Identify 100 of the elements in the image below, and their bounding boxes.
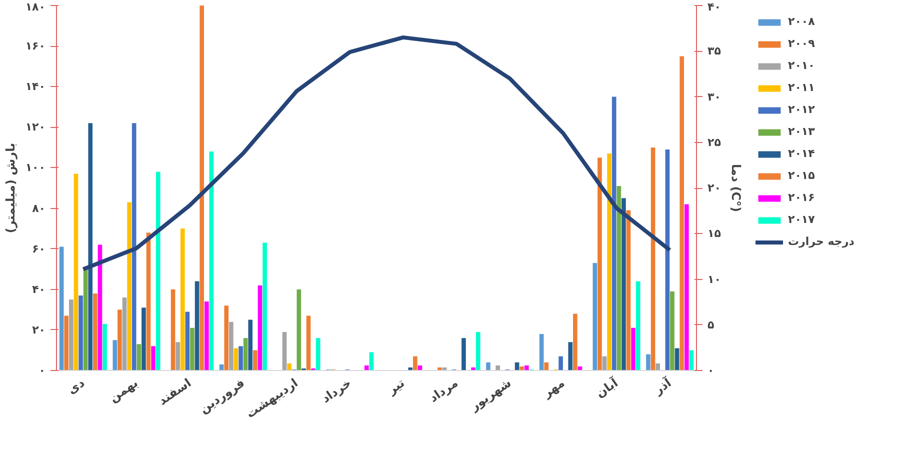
y2-tick-label: ۵	[708, 318, 714, 332]
y-tick-label: ۱۰۰	[25, 161, 46, 174]
bar	[544, 362, 549, 370]
bar	[204, 302, 209, 370]
bar	[190, 328, 194, 370]
bar	[496, 365, 500, 370]
bar	[486, 362, 490, 370]
bar	[151, 346, 156, 370]
bar	[69, 300, 74, 370]
y-tick-label: ۱۴۰	[25, 80, 46, 94]
bar	[127, 202, 132, 370]
bar	[142, 308, 146, 370]
bar	[194, 281, 200, 370]
bar	[364, 365, 369, 370]
x-tick-label: بهمن	[106, 376, 140, 405]
bar	[176, 342, 180, 370]
y2-tick-label: ۰	[708, 364, 714, 377]
bar	[180, 228, 185, 370]
bar	[670, 291, 674, 370]
legend-label: ۲۰۱۶	[788, 191, 815, 204]
bar	[316, 338, 320, 370]
bar	[112, 340, 118, 370]
x-tick-label: دی	[65, 376, 88, 397]
y-tick-label: ۶۰	[32, 242, 46, 256]
bar	[476, 332, 480, 370]
bar	[258, 285, 262, 370]
legend-label: ۲۰۱۲	[788, 103, 815, 116]
x-tick-label: خرداد	[319, 376, 354, 406]
legend-label: درجه حرارت	[788, 235, 854, 248]
bar	[296, 289, 302, 370]
y2-axis-title: دما (C°)	[728, 164, 743, 212]
bar	[83, 269, 88, 370]
bar	[234, 348, 238, 370]
bar	[78, 295, 83, 370]
bar	[646, 354, 650, 370]
bar	[102, 324, 107, 370]
bar	[64, 316, 69, 370]
bar	[88, 123, 93, 370]
legend-label: ۲۰۱۰	[788, 59, 815, 72]
y-tick-label: ۱۲۰	[25, 120, 46, 134]
legend-label: ۲۰۱۱	[788, 81, 815, 94]
bar	[413, 356, 418, 370]
bar	[243, 338, 248, 370]
bar	[185, 312, 190, 370]
y-axis-title: بارش (میلیمتر)	[3, 142, 18, 234]
x-tick-label: شهریور	[466, 376, 514, 414]
y-tick-label: ۱۸۰	[25, 0, 46, 14]
bar	[520, 366, 524, 370]
bar	[170, 289, 176, 370]
legend-label: ۲۰۰۸	[788, 15, 815, 28]
bar	[680, 56, 684, 370]
bar	[539, 334, 544, 370]
bar	[306, 316, 311, 370]
y2-tick-label: ۴۰	[708, 0, 721, 14]
bar	[122, 298, 127, 370]
x-tick-label: اسفند	[156, 376, 194, 408]
bar	[238, 346, 243, 370]
bar	[262, 242, 267, 370]
bar	[650, 147, 656, 370]
bar	[74, 174, 78, 370]
legend-label: ۲۰۱۷	[788, 213, 815, 226]
legend-label: ۲۰۱۴	[788, 147, 815, 160]
y-tick-label: ۸۰	[32, 202, 46, 215]
bar	[616, 186, 622, 370]
bar	[524, 365, 529, 370]
x-tick-label: آبان	[592, 374, 622, 400]
bar	[93, 293, 98, 370]
bar	[684, 204, 689, 370]
y2-tick-label: ۱۰	[708, 272, 721, 286]
bar	[118, 310, 122, 370]
bar	[568, 342, 573, 370]
bar	[282, 332, 287, 370]
bar	[656, 363, 660, 370]
bar	[636, 281, 640, 370]
bar	[689, 350, 694, 370]
bar	[229, 322, 234, 370]
bar	[200, 6, 204, 370]
bar	[607, 154, 612, 370]
y2-tick-label: ۳۵	[708, 44, 722, 58]
bar	[674, 348, 680, 370]
x-tick-label: مرداد	[426, 376, 460, 405]
y2-tick-label: ۲۰	[708, 182, 721, 194]
bar	[462, 338, 466, 370]
bar	[136, 344, 142, 370]
legend-label: ۲۰۱۵	[788, 169, 815, 182]
bar	[156, 172, 160, 370]
bar	[558, 356, 563, 370]
bar	[612, 96, 616, 370]
bar	[665, 149, 670, 370]
bar	[598, 158, 602, 370]
bar	[248, 320, 253, 370]
y-tick-label: ۲۰	[32, 323, 46, 336]
bar	[573, 314, 578, 370]
legend-label: ۲۰۰۹	[788, 37, 815, 50]
legend-label: ۲۰۱۳	[788, 125, 815, 138]
bar	[132, 123, 136, 370]
bar	[622, 198, 626, 370]
y-tick-label: ۰	[38, 364, 46, 377]
bar	[224, 306, 229, 370]
y-tick-label: ۴۰	[32, 282, 46, 296]
